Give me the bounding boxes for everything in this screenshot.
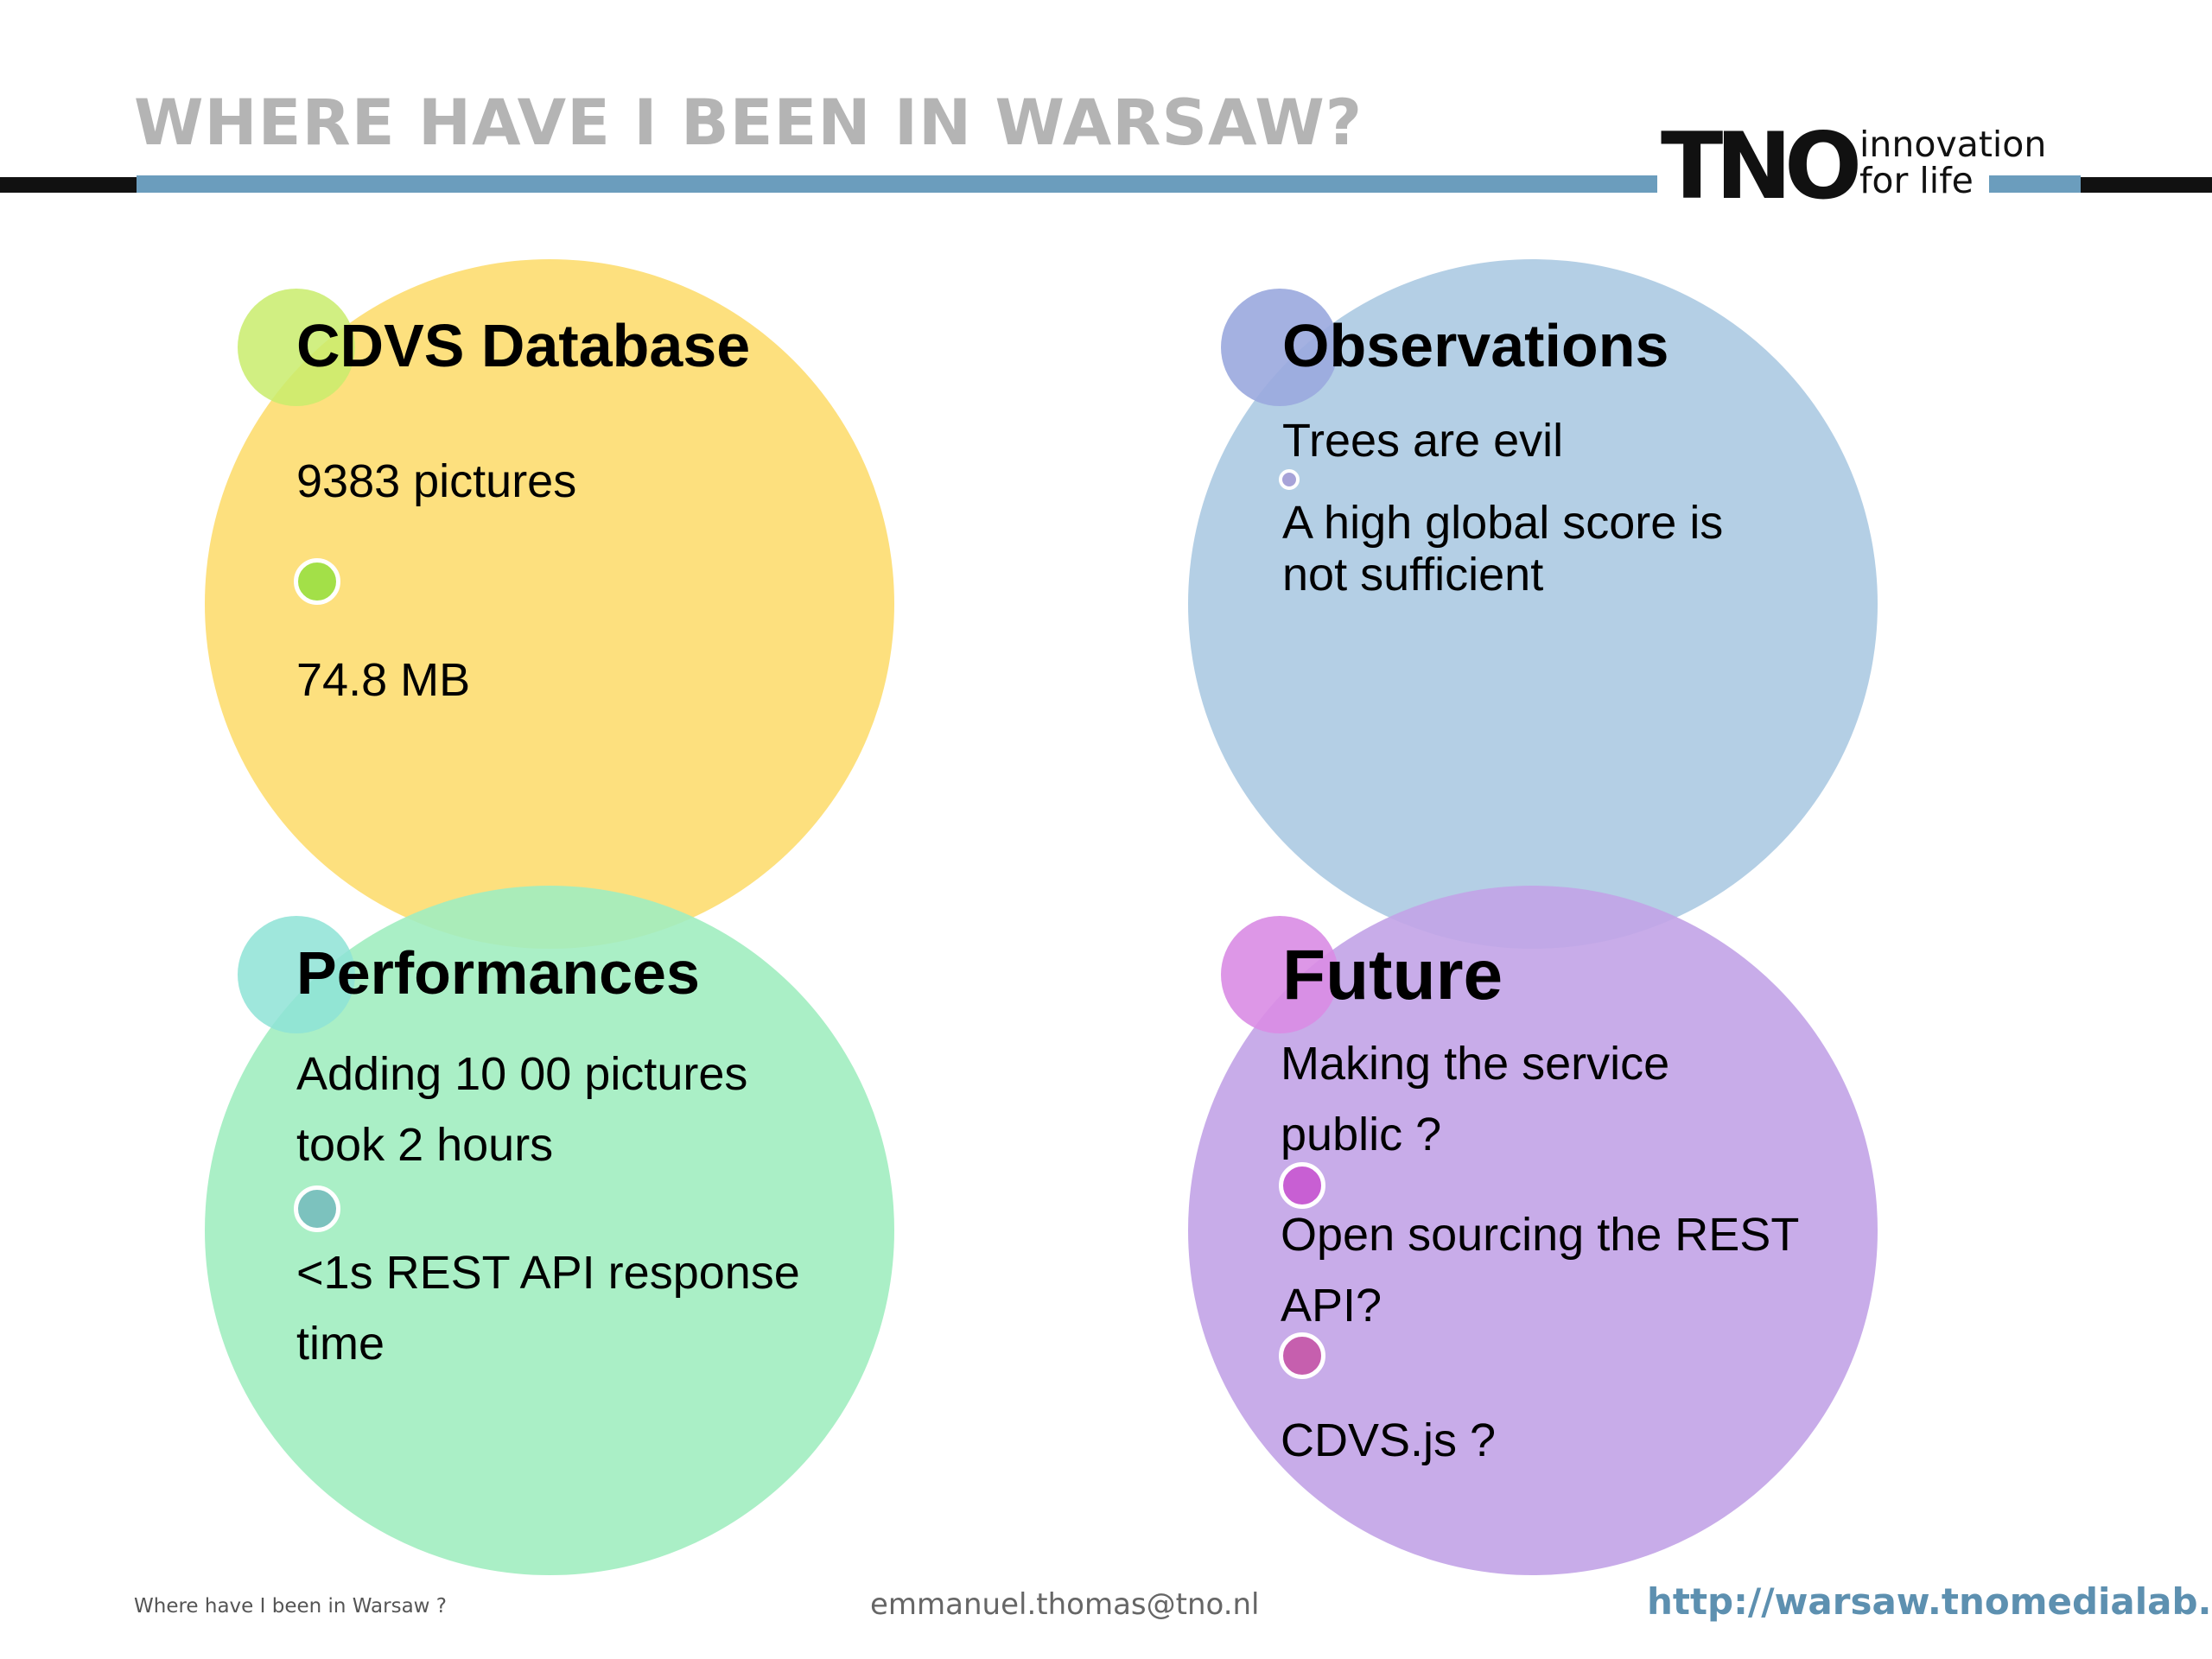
future-item-opensource-line1: Open sourcing the REST [1281, 1209, 1800, 1261]
performances-item-api-line1: <1s REST API response [296, 1247, 800, 1299]
bullet-future-1 [1279, 1162, 1325, 1209]
future-item-service-line1: Making the service [1281, 1038, 1670, 1090]
performances-item-api-line2: time [296, 1318, 385, 1370]
observations-item-trees: Trees are evil [1282, 415, 1564, 467]
observations-item-score-line1: A high global score is [1282, 497, 1724, 549]
heading-observations: Observations [1282, 312, 1669, 379]
future-item-service-line2: public ? [1281, 1109, 1442, 1160]
observations-item-score-line2: not sufficient [1282, 549, 1544, 601]
database-item-size: 74.8 MB [296, 654, 471, 706]
tno-logo: TNO [1661, 113, 1862, 219]
header-rule-left [0, 177, 137, 193]
future-item-opensource-line2: API? [1281, 1280, 1382, 1332]
footer-email[interactable]: emmanuel.thomas@tno.nl [870, 1587, 1260, 1622]
future-item-cdvsjs: CDVS.js ? [1281, 1414, 1497, 1466]
tno-tagline: innovation for life [1859, 126, 2046, 199]
header-rule-right-accent [1989, 175, 2081, 193]
accent-circle-future [1221, 916, 1338, 1033]
header-rule-main [137, 175, 1657, 193]
accent-circle-database [238, 289, 355, 406]
bullet-performances [294, 1185, 340, 1232]
footer-url-link[interactable]: http://warsaw.tnomedialab.io [1647, 1580, 2212, 1623]
bullet-observations [1279, 469, 1300, 490]
database-item-pictures: 9383 pictures [296, 455, 577, 507]
tno-tagline-line1: innovation [1859, 124, 2047, 165]
performances-item-adding-line2: took 2 hours [296, 1119, 554, 1171]
heading-performances: Performances [296, 939, 700, 1007]
header-rule-right [2081, 177, 2212, 193]
slide-title: WHERE HAVE I BEEN IN WARSAW? [134, 86, 1363, 160]
bullet-database [294, 558, 340, 605]
footer-title: Where have I been in Warsaw ? [134, 1595, 448, 1618]
bullet-future-2 [1279, 1332, 1325, 1379]
performances-item-adding-line1: Adding 10 00 pictures [296, 1048, 748, 1100]
heading-database: CDVS Database [296, 312, 751, 379]
tno-tagline-line2: for life [1859, 160, 1974, 201]
accent-circle-performances [238, 916, 355, 1033]
heading-future: Future [1282, 936, 1503, 1014]
accent-circle-observations [1221, 289, 1338, 406]
